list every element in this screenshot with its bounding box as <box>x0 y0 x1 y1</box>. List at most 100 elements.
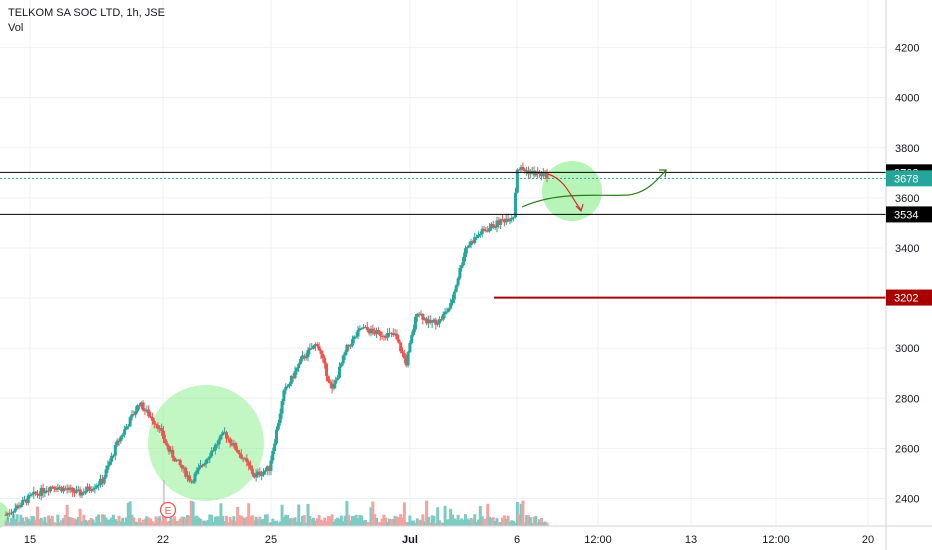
candle-body <box>393 333 397 336</box>
level-3534-badge[interactable] <box>886 206 932 223</box>
candle-body <box>128 417 132 427</box>
price-axis[interactable]: 2400260028003000320034003600380040004200… <box>885 0 932 550</box>
level-3202-badge[interactable] <box>886 289 932 306</box>
candle-body <box>319 350 323 354</box>
volume-bar <box>289 518 293 526</box>
candle-body <box>217 439 221 445</box>
candle-body <box>78 489 82 496</box>
candle-body <box>182 467 186 469</box>
horizontal-levels[interactable] <box>0 171 886 299</box>
candle-body <box>289 375 293 384</box>
candle-body <box>173 457 177 462</box>
volume-bar <box>428 522 432 526</box>
price-tick-label: 2600 <box>895 443 919 455</box>
time-axis[interactable]: 15 22 25 Jul 6 12:00 13 12:00 20 <box>0 525 932 546</box>
volume-bar <box>61 518 65 526</box>
candle-body <box>43 491 47 494</box>
candle-body <box>234 443 238 450</box>
volume-bar <box>23 520 27 526</box>
volume-bar <box>82 514 86 526</box>
volume-bar <box>473 514 477 526</box>
candle-body <box>439 319 443 321</box>
candle-body <box>60 486 64 492</box>
volume-bar <box>110 517 114 526</box>
volume-bar <box>232 516 236 526</box>
candle-body <box>273 443 277 452</box>
earnings-event-marker[interactable]: E <box>159 480 177 519</box>
candle-body <box>349 345 353 347</box>
volume-bar <box>58 522 62 526</box>
volume-bar <box>517 514 521 526</box>
event-circle[interactable] <box>159 501 177 519</box>
volume-bar <box>191 501 195 526</box>
candle-body <box>514 192 518 218</box>
volume-bar <box>13 519 17 526</box>
volume-bar <box>525 515 529 526</box>
volume-bar <box>176 520 180 526</box>
volume-bar <box>60 520 64 526</box>
volume-bar <box>93 522 97 526</box>
volume-bar <box>263 514 267 526</box>
candle-body <box>506 218 510 222</box>
candle-body <box>23 499 27 501</box>
volume-bar <box>434 522 438 526</box>
candle-body <box>197 467 201 471</box>
volume-bar <box>104 517 108 526</box>
candle-body <box>132 414 136 416</box>
candle-body <box>58 486 62 488</box>
candle-body <box>252 474 256 478</box>
candle-body <box>110 455 114 462</box>
candle-body <box>389 332 393 334</box>
volume-bar <box>186 514 190 526</box>
volume-bar <box>315 518 319 526</box>
volume-bar <box>304 522 308 526</box>
time-tick-label: 12:00 <box>584 534 612 546</box>
candle-body <box>73 491 77 493</box>
volume-bar <box>136 521 140 526</box>
volume-bar <box>469 517 473 526</box>
price-tick-label: 3600 <box>895 193 919 205</box>
candle-body <box>495 220 499 227</box>
volume-bar <box>106 519 110 526</box>
candle-body <box>395 333 399 340</box>
candle-body <box>95 485 99 488</box>
volume-bar <box>78 508 82 526</box>
volume-bar <box>195 515 199 526</box>
candle-body <box>71 488 75 492</box>
volume-bar <box>98 522 102 526</box>
candle-body <box>115 440 119 446</box>
candle-body <box>538 172 542 175</box>
volume-bar <box>319 519 323 526</box>
candle-body <box>187 475 191 481</box>
candle-body <box>34 491 38 494</box>
volume-bar <box>334 518 338 526</box>
volume-bar <box>460 518 464 526</box>
volume-bar <box>499 521 503 526</box>
last-price-badge[interactable] <box>886 170 932 187</box>
volume-bar <box>350 516 354 526</box>
volume-bar <box>43 517 47 526</box>
volume-bar <box>375 517 379 526</box>
candle-body <box>102 477 106 484</box>
candle-body <box>354 336 358 338</box>
candle-body <box>123 429 127 435</box>
volume-bar <box>28 520 32 526</box>
candle-body <box>6 513 10 515</box>
candle-body <box>165 443 169 447</box>
volume-bar <box>100 514 104 526</box>
candle-body <box>32 491 36 495</box>
volume-bar <box>4 520 8 526</box>
candle-body <box>410 335 414 344</box>
volume-bar <box>399 514 403 526</box>
candle-body <box>397 339 401 343</box>
volume-bar <box>54 522 58 526</box>
volume-bar <box>378 521 382 526</box>
candle-body <box>243 458 247 460</box>
candle-body <box>199 465 203 468</box>
volume-bar <box>295 521 299 526</box>
candle-body <box>37 493 41 496</box>
volume-bar <box>345 500 349 526</box>
candle-body <box>163 439 167 444</box>
candle-body <box>458 267 462 279</box>
